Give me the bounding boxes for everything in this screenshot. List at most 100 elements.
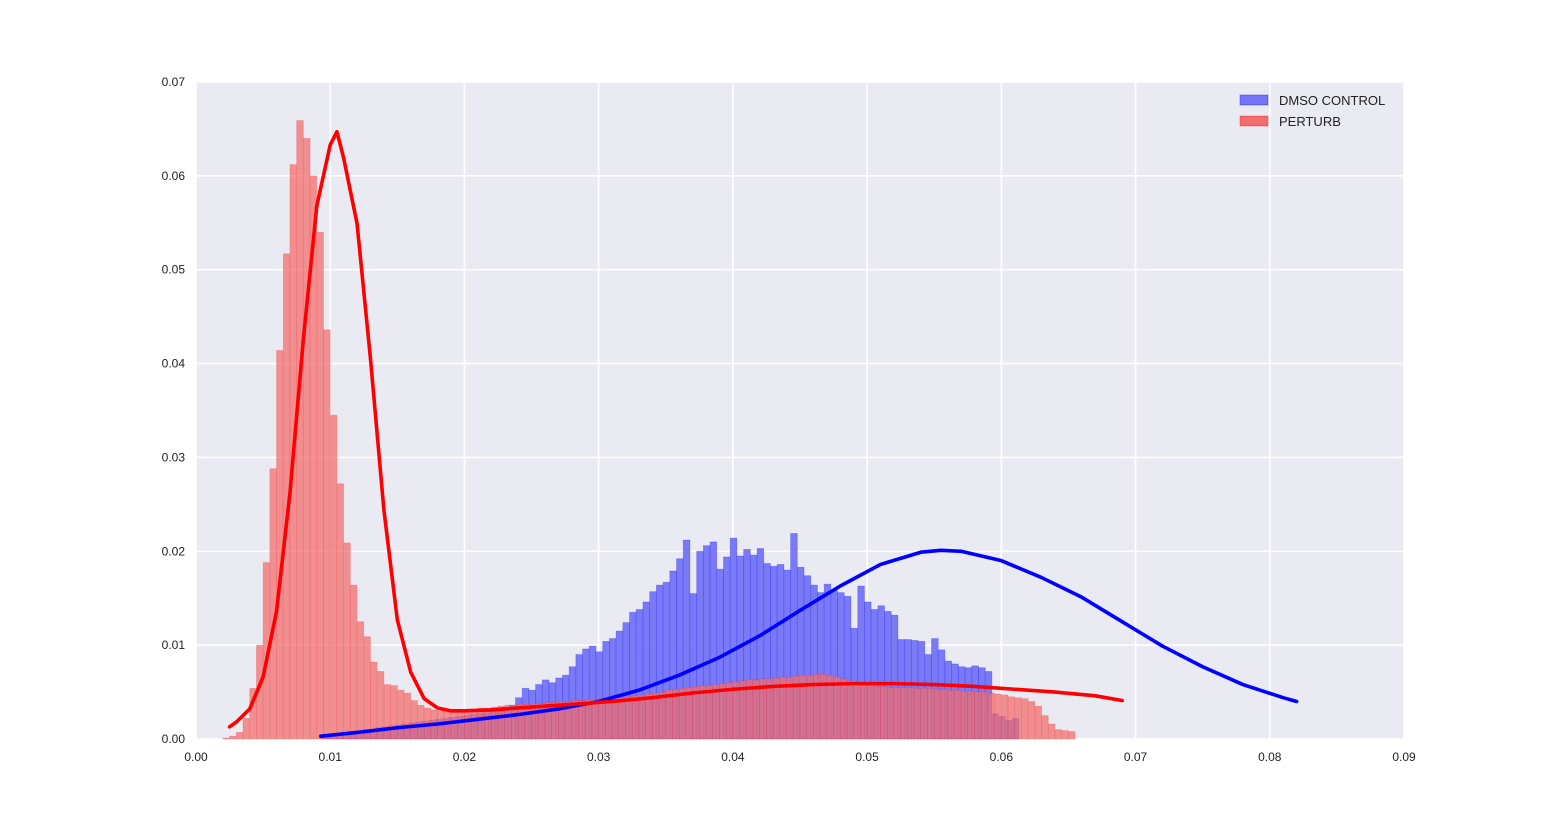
histogram-bar: [316, 231, 324, 740]
kde-curves: [227, 129, 1299, 738]
histogram-bar: [470, 708, 479, 740]
histogram-bar: [450, 710, 459, 740]
histogram-bar: [222, 737, 230, 740]
y-tick-label: 0.01: [162, 638, 186, 652]
y-tick-label: 0.07: [162, 75, 186, 89]
histogram-bar: [443, 711, 452, 740]
legend-item: PERTURB: [1239, 114, 1341, 129]
histogram-bar: [1047, 723, 1056, 740]
histogram-bar: [1027, 701, 1036, 740]
y-tick-label: 0.00: [162, 732, 186, 746]
histogram-bar: [618, 697, 626, 740]
histogram-bar: [940, 688, 949, 740]
legend-label: DMSO CONTROL: [1279, 93, 1385, 108]
legend-swatch: [1239, 94, 1269, 106]
histogram-bar: [1000, 694, 1009, 740]
x-tick-label: 0.08: [1258, 750, 1282, 764]
y-tick-label: 0.06: [162, 169, 186, 183]
histogram-bar: [873, 686, 881, 740]
histogram-bar: [1068, 731, 1076, 740]
histogram-bar: [396, 689, 405, 740]
legend-swatch: [1239, 115, 1269, 127]
histogram-bar: [833, 676, 841, 740]
histogram-bar: [839, 678, 848, 740]
histogram-bar: [544, 701, 553, 740]
histogram-bar: [269, 468, 277, 740]
histogram-bar: [967, 690, 975, 740]
histogram-bar: [913, 687, 922, 740]
histogram-bar: [933, 688, 942, 740]
histogram-bar: [598, 698, 606, 740]
x-tick-label: 0.02: [453, 750, 477, 764]
histogram-bar: [390, 685, 398, 740]
x-tick-label: 0.05: [855, 750, 879, 764]
kde-line-perturb: [227, 129, 1124, 729]
y-axis-ticks: 0.00 0.01 0.02 0.03 0.04 0.05 0.06 0.07: [162, 75, 186, 746]
y-tick-label: 0.05: [162, 263, 186, 277]
histogram-bar: [611, 697, 620, 740]
legend: DMSO CONTROL PERTURB: [1239, 93, 1385, 129]
histogram-bar: [323, 329, 331, 740]
histogram-bar: [410, 700, 418, 740]
legend-label: PERTURB: [1279, 114, 1341, 129]
histogram-bar: [329, 414, 338, 740]
histogram-bar: [343, 542, 351, 740]
histogram-bar: [417, 704, 425, 740]
histogram-bar: [658, 691, 667, 740]
histogram-bar: [853, 682, 861, 740]
histogram-bar: [1021, 698, 1029, 740]
histogram-bar: [631, 695, 640, 740]
histogram-bar: [927, 687, 935, 740]
histogram-bar: [625, 696, 633, 740]
x-tick-label: 0.03: [587, 750, 611, 764]
histogram-bar: [604, 698, 613, 740]
histogram-bar: [235, 732, 244, 740]
kde-line-dmso-control: [319, 548, 1299, 738]
histogram-bar: [900, 686, 908, 740]
histogram-bar: [591, 699, 600, 740]
histogram-bar: [705, 685, 714, 740]
x-tick-label: 0.04: [721, 750, 745, 764]
histogram-bar: [860, 684, 868, 740]
histogram-bar: [638, 694, 647, 740]
histogram-bar: [524, 703, 532, 740]
histogram-bar: [880, 686, 888, 740]
x-tick-label: 0.01: [319, 750, 343, 764]
histogram-bar: [906, 686, 915, 740]
histogram-bar: [651, 692, 660, 740]
x-tick-label: 0.07: [1124, 750, 1148, 764]
histogram-bar: [477, 707, 485, 740]
histogram-bar: [349, 584, 358, 740]
legend-item: DMSO CONTROL: [1239, 93, 1385, 108]
histogram-bar: [363, 636, 371, 740]
y-tick-label: 0.03: [162, 450, 186, 464]
histogram-bar: [1007, 696, 1016, 740]
histogram-bar: [370, 661, 378, 740]
histogram-bar: [229, 735, 237, 740]
histogram-bar: [296, 120, 304, 740]
histogram-bar: [893, 686, 902, 740]
y-tick-label: 0.04: [162, 357, 186, 371]
histogram-bar: [356, 621, 365, 740]
y-tick-label: 0.02: [162, 544, 186, 558]
histogram-bar: [974, 691, 982, 740]
histogram-bar: [1061, 730, 1069, 740]
histogram-bar: [484, 707, 492, 740]
histogram-bar: [947, 689, 955, 740]
histogram-bar: [953, 689, 962, 740]
histogram-bar: [537, 702, 546, 740]
histogram-bar: [846, 680, 855, 740]
histogram-bar: [403, 692, 412, 740]
histogram-bar: [490, 706, 499, 740]
histogram-bar: [302, 137, 311, 740]
histogram-bar: [1014, 697, 1022, 740]
histogram-bar: [987, 692, 996, 740]
histogram-bar: [960, 690, 969, 740]
histogram-bar: [457, 710, 465, 740]
histogram-bar: [886, 686, 895, 740]
histogram-bar: [1054, 729, 1063, 740]
histogram-bar: [464, 709, 472, 740]
histogram-bar: [511, 704, 519, 740]
